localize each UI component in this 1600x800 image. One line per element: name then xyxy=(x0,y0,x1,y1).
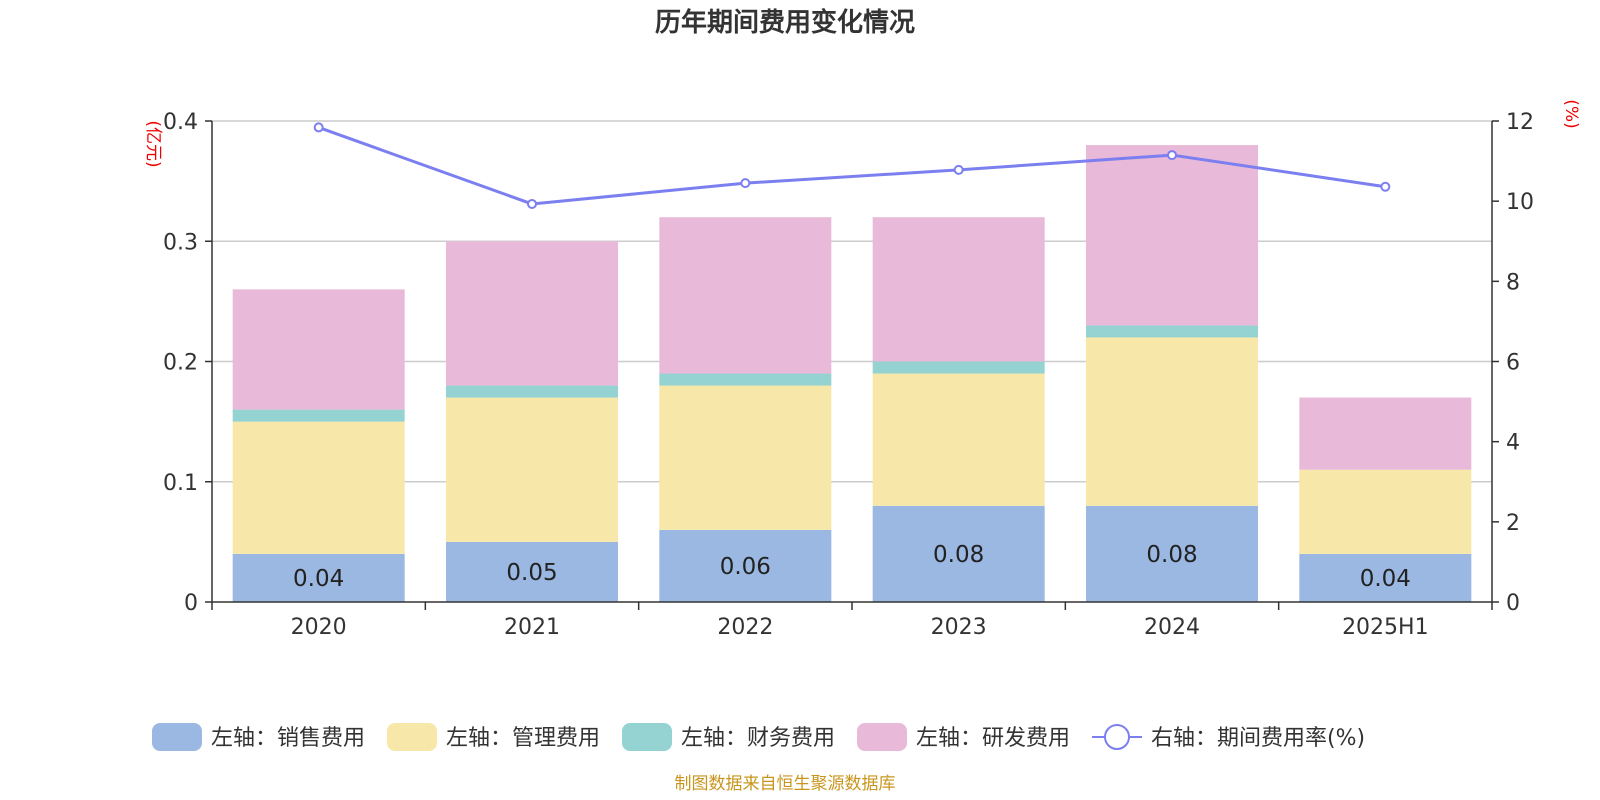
bar-segment xyxy=(232,409,405,422)
rate-line-point xyxy=(527,198,537,209)
bar-segment xyxy=(446,385,618,398)
bar-segment xyxy=(1299,553,1472,602)
left-tick-label: 0 xyxy=(184,591,198,616)
right-tick-label: 8 xyxy=(1506,270,1520,295)
x-tick-label: 2024 xyxy=(1144,615,1200,640)
legend-swatch xyxy=(622,723,672,751)
bar-segment xyxy=(872,505,1045,602)
legend: 左轴：销售费用 左轴：管理费用 左轴：财务费用 左轴：研发费用 右轴：期间费用率(%) xyxy=(152,723,1365,751)
x-tick-label: 2025H1 xyxy=(1342,615,1429,640)
left-tick-label: 0.4 xyxy=(163,110,198,135)
x-tick-label: 2020 xyxy=(291,615,347,640)
right-tick-label: 4 xyxy=(1506,431,1520,456)
bar-data-label: 0.08 xyxy=(933,542,984,568)
x-tick-label: 2022 xyxy=(717,615,773,640)
left-tick-label: 0.1 xyxy=(163,471,198,496)
bar-segment xyxy=(446,397,618,542)
bar-data-label: 0.04 xyxy=(293,566,344,592)
bar-data-label: 0.05 xyxy=(506,560,557,586)
rate-line-point xyxy=(313,122,324,133)
bar-segment xyxy=(1299,469,1472,554)
chart-title: 历年期间费用变化情况 xyxy=(655,7,915,38)
bar-segment xyxy=(232,421,405,554)
right-axis-unit: (%) xyxy=(1561,99,1581,128)
bar-segment xyxy=(872,373,1045,506)
bar-segment xyxy=(1086,145,1258,326)
legend-swatch xyxy=(857,723,907,751)
bar-segment xyxy=(446,241,618,386)
bar-segment xyxy=(232,289,405,410)
rate-line-point xyxy=(1167,150,1177,161)
bar-segment xyxy=(1086,337,1258,506)
legend-label: 左轴：销售费用 xyxy=(211,726,365,751)
left-tick-label: 0.2 xyxy=(163,351,198,376)
bar-segment xyxy=(659,529,832,602)
left-tick-label: 0.3 xyxy=(163,230,198,255)
bar-segment xyxy=(1299,397,1472,470)
left-axis-unit: (亿元) xyxy=(143,120,163,167)
bar-segment xyxy=(232,553,405,602)
legend-label: 左轴：研发费用 xyxy=(916,726,1070,751)
data-labels: 0.04 0.05 0.06 0.08 0.08 0.04 xyxy=(293,542,1411,592)
legend-swatch xyxy=(152,723,202,751)
grid-lines xyxy=(212,120,1492,483)
rate-line-point xyxy=(740,178,751,189)
legend-label: 左轴：管理费用 xyxy=(446,726,600,751)
source-note: 制图数据来自恒生聚源数据库 xyxy=(675,774,896,794)
legend-label: 右轴：期间费用率(%) xyxy=(1151,726,1365,751)
bar-segment xyxy=(446,541,618,602)
axes: 0 0.1 0.2 0.3 0.4 0 2 4 6 8 10 12 2020 2021 2022 2023 20… xyxy=(163,110,1534,640)
bar-segment xyxy=(659,385,832,530)
bar-data-label: 0.04 xyxy=(1360,566,1411,592)
bar-data-label: 0.08 xyxy=(1146,542,1197,568)
legend-marker xyxy=(1104,724,1130,750)
bar-segment xyxy=(659,373,832,386)
x-tick-label: 2023 xyxy=(931,615,987,640)
right-tick-label: 0 xyxy=(1506,591,1520,616)
bar-segment xyxy=(872,361,1045,374)
bar-segment xyxy=(1086,505,1258,602)
x-tick-label: 2021 xyxy=(504,615,560,640)
bar-data-label: 0.06 xyxy=(720,554,771,580)
bar-segment xyxy=(1086,325,1258,338)
bar-segment xyxy=(872,217,1045,362)
legend-label: 左轴：财务费用 xyxy=(681,726,835,751)
legend-swatch xyxy=(387,723,437,751)
right-tick-label: 6 xyxy=(1506,351,1520,376)
right-tick-label: 10 xyxy=(1506,190,1534,215)
bar-segment xyxy=(659,217,832,374)
bars xyxy=(232,145,1472,602)
rate-line-point xyxy=(953,164,964,175)
rate-line-point xyxy=(1380,181,1391,192)
right-tick-label: 2 xyxy=(1506,511,1520,536)
right-tick-label: 12 xyxy=(1506,110,1534,135)
rate-line xyxy=(313,122,1391,209)
rate-line-path xyxy=(318,126,1386,206)
